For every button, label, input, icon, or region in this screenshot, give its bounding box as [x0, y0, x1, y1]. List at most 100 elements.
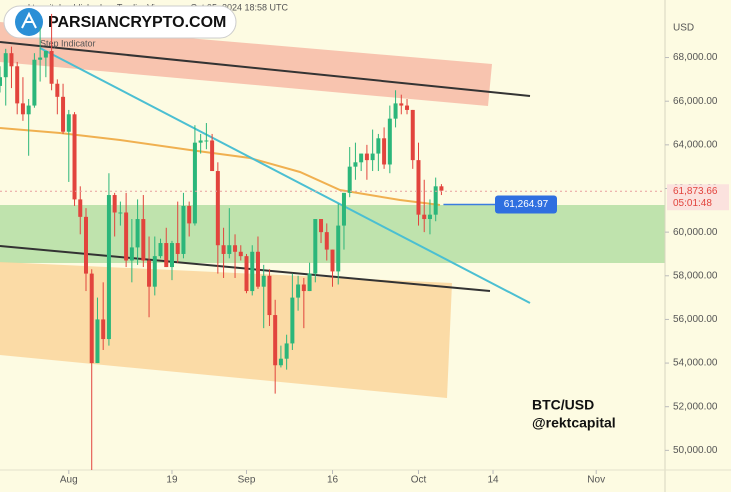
- candle-body: [244, 256, 249, 292]
- resistance-zone: [0, 22, 492, 106]
- diagonal-trend-line: [39, 47, 531, 304]
- candle-body: [233, 245, 238, 252]
- y-tick-label: 60,000.00: [673, 227, 718, 238]
- candle-body: [20, 103, 25, 115]
- candle-body: [324, 232, 329, 250]
- annotation: BTC/USD: [532, 397, 594, 413]
- candle-body: [215, 171, 220, 246]
- candle-body: [238, 251, 243, 257]
- candle-body: [410, 109, 415, 161]
- candle-body: [198, 140, 203, 143]
- candle-body: [267, 275, 272, 316]
- candle-body: [66, 114, 71, 132]
- candle-body: [353, 162, 358, 167]
- candle-body: [175, 243, 180, 254]
- y-tick-label: 54,000.00: [673, 358, 718, 369]
- candle-body: [376, 138, 381, 154]
- candle-body: [55, 83, 60, 97]
- x-tick-label: 19: [166, 475, 178, 486]
- candle-body: [433, 186, 438, 215]
- candle-body: [416, 160, 421, 215]
- price-line-label: 61,264.97: [504, 199, 549, 210]
- candle-body: [135, 219, 140, 248]
- candle-body: [330, 249, 335, 272]
- x-tick-label: 16: [327, 475, 339, 486]
- x-tick-label: Sep: [238, 475, 256, 486]
- candle-body: [15, 66, 20, 104]
- candle-body: [83, 216, 88, 274]
- candle-body: [221, 245, 226, 254]
- candle-body: [204, 140, 209, 142]
- annotation: @rektcapital: [532, 415, 616, 431]
- candle-body: [101, 319, 106, 340]
- last-price-box: [667, 184, 729, 211]
- candle-body: [89, 273, 94, 364]
- x-tick-label: Nov: [587, 475, 605, 486]
- candle-body: [301, 284, 306, 292]
- y-tick-label: 50,000.00: [673, 445, 718, 456]
- watermark-logo-mark: [21, 11, 37, 29]
- y-tick-label: 66,000.00: [673, 96, 718, 107]
- candle-body: [399, 103, 404, 106]
- candle-body: [290, 297, 295, 344]
- candle-body: [169, 243, 174, 268]
- watermark-text: PARSIANCRYPTO.COM: [48, 14, 226, 31]
- candle-body: [0, 77, 2, 86]
- last-price-label: 61,873.66: [673, 186, 718, 197]
- candle-body: [129, 247, 134, 261]
- candle-body: [38, 57, 43, 60]
- candle-body: [164, 243, 169, 268]
- candle-body: [147, 260, 152, 287]
- candle-body: [422, 214, 427, 220]
- candle-body: [106, 195, 111, 340]
- y-tick-label: 56,000.00: [673, 314, 718, 325]
- candle-body: [9, 53, 14, 67]
- candle-body: [250, 251, 255, 292]
- candle-body: [261, 275, 266, 287]
- candle-body: [227, 245, 232, 254]
- x-tick-label: Aug: [60, 475, 78, 486]
- candle-body: [387, 118, 392, 165]
- y-tick-label: 52,000.00: [673, 401, 718, 412]
- candle-body: [319, 219, 324, 233]
- y-tick-label: 68,000.00: [673, 52, 718, 63]
- candle-body: [370, 153, 375, 161]
- candle-body: [118, 212, 123, 214]
- candle-body: [152, 256, 157, 287]
- candle-body: [49, 51, 54, 84]
- candle-body: [141, 219, 146, 261]
- candle-body: [78, 199, 83, 217]
- candle-body: [255, 251, 260, 287]
- candle-body: [427, 214, 432, 220]
- candle-body: [210, 140, 215, 172]
- indicator-label: Step Indicator: [40, 38, 96, 48]
- y-tick-label: 58,000.00: [673, 270, 718, 281]
- candle-body: [382, 138, 387, 165]
- y-tick-label: 64,000.00: [673, 139, 718, 150]
- candle-body: [347, 166, 352, 193]
- candle-body: [192, 142, 197, 224]
- candle-body: [341, 192, 346, 226]
- candle-body: [181, 205, 186, 254]
- candle-body: [43, 51, 48, 58]
- price-line-label-box: [495, 195, 557, 214]
- candle-body: [32, 59, 37, 106]
- candle-body: [61, 96, 66, 132]
- countdown: 05:01:48: [673, 198, 712, 209]
- demand-zone: [0, 262, 452, 398]
- currency-label: USD: [673, 23, 694, 34]
- candle-body: [124, 212, 129, 261]
- candle-body: [336, 225, 341, 272]
- candle-body: [307, 273, 312, 292]
- candle-body: [273, 315, 278, 366]
- candle-body: [364, 153, 369, 161]
- candle-body: [296, 284, 301, 298]
- candle-body: [313, 219, 318, 274]
- candle-body: [158, 243, 163, 257]
- candle-body: [278, 358, 283, 366]
- candle-body: [359, 153, 364, 163]
- candle-body: [72, 114, 77, 200]
- candle-body: [95, 319, 100, 364]
